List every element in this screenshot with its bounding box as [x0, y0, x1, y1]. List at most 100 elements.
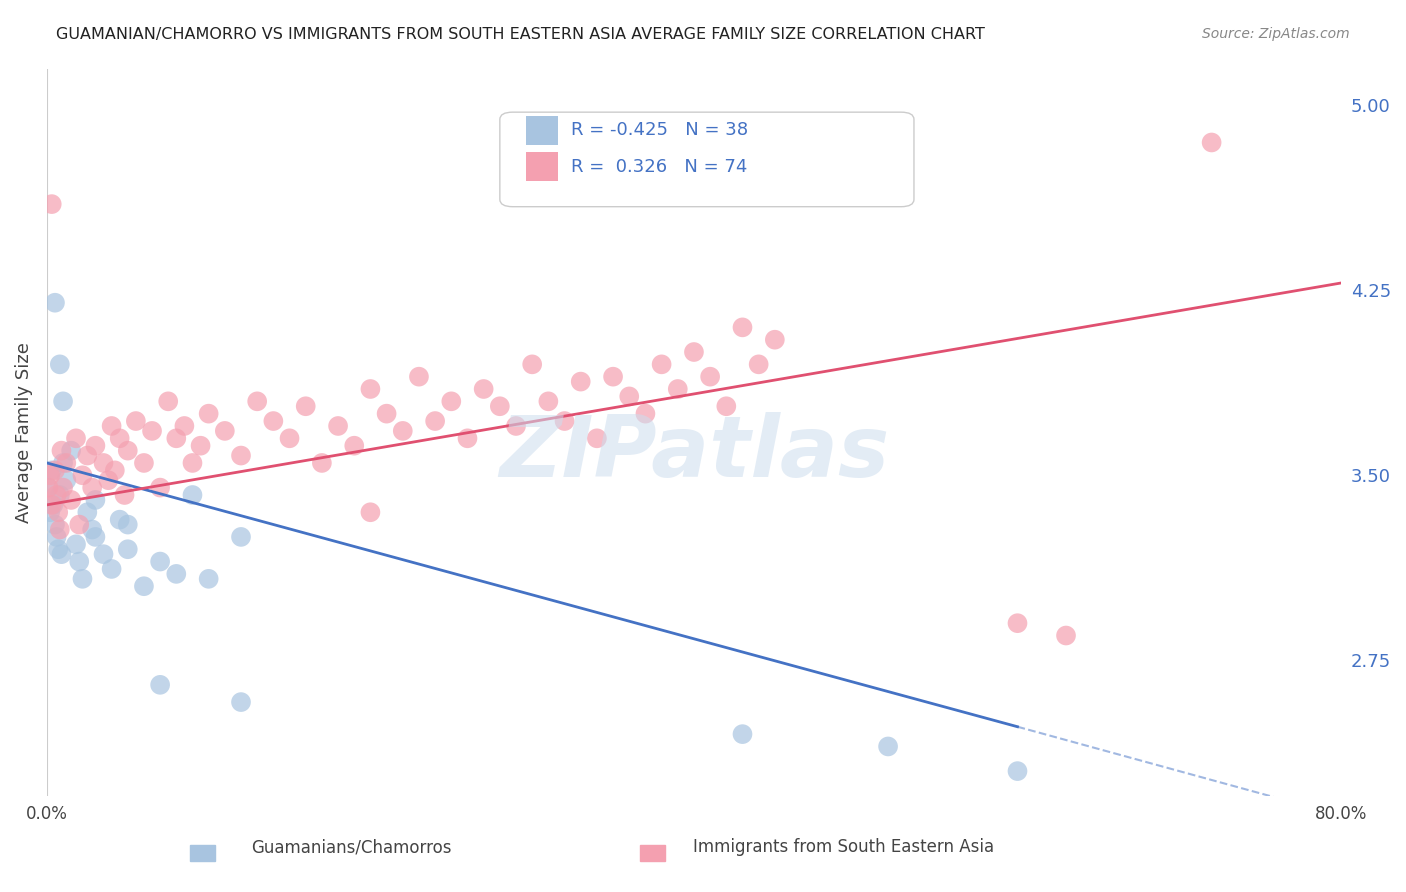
Point	[44, 517, 66, 532]
Point	[132, 456, 155, 470]
Text: Source: ZipAtlas.com: Source: ZipAtlas.com	[1202, 27, 1350, 41]
Point	[82, 481, 104, 495]
Point	[93, 547, 115, 561]
Point	[326, 419, 349, 434]
Point	[311, 456, 333, 470]
Point	[41, 498, 63, 512]
Point	[117, 443, 139, 458]
Point	[149, 481, 172, 495]
Point	[49, 523, 72, 537]
Point	[67, 517, 90, 532]
Point	[197, 407, 219, 421]
Point	[278, 431, 301, 445]
Point	[197, 572, 219, 586]
Point	[229, 695, 252, 709]
Text: ZIPatlas: ZIPatlas	[499, 412, 889, 495]
Point	[67, 555, 90, 569]
Text: GUAMANIAN/CHAMORRO VS IMMIGRANTS FROM SOUTH EASTERN ASIA AVERAGE FAMILY SIZE COR: GUAMANIAN/CHAMORRO VS IMMIGRANTS FROM SO…	[56, 27, 986, 42]
Point	[82, 523, 104, 537]
Point	[731, 727, 754, 741]
Point	[165, 431, 187, 445]
Point	[39, 505, 62, 519]
Point	[60, 443, 83, 458]
Point	[763, 333, 786, 347]
Point	[456, 431, 478, 445]
Point	[1201, 136, 1223, 150]
Text: R =  0.326   N = 74: R = 0.326 N = 74	[571, 158, 748, 176]
Point	[683, 345, 706, 359]
Point	[49, 488, 72, 502]
Point	[55, 456, 77, 470]
Point	[1007, 764, 1029, 778]
Point	[505, 419, 527, 434]
Point	[173, 419, 195, 434]
Point	[108, 513, 131, 527]
Point	[1007, 616, 1029, 631]
Point	[65, 431, 87, 445]
Point	[108, 431, 131, 445]
Point	[375, 407, 398, 421]
Point	[97, 473, 120, 487]
Point	[72, 572, 94, 586]
Point	[748, 357, 770, 371]
Point	[149, 555, 172, 569]
Point	[51, 547, 73, 561]
Point	[343, 439, 366, 453]
Point	[44, 295, 66, 310]
Point	[731, 320, 754, 334]
Text: Immigrants from South Eastern Asia: Immigrants from South Eastern Asia	[693, 838, 994, 856]
Point	[41, 463, 63, 477]
Point	[537, 394, 560, 409]
Point	[44, 463, 66, 477]
Point	[699, 369, 721, 384]
Point	[37, 481, 59, 495]
Point	[716, 399, 738, 413]
Point	[141, 424, 163, 438]
Point	[52, 394, 75, 409]
Text: R = -0.425   N = 38: R = -0.425 N = 38	[571, 121, 748, 139]
Point	[408, 369, 430, 384]
Point	[117, 542, 139, 557]
Point	[132, 579, 155, 593]
Point	[51, 443, 73, 458]
Point	[46, 542, 69, 557]
Point	[619, 389, 641, 403]
Point	[157, 394, 180, 409]
FancyBboxPatch shape	[501, 112, 914, 207]
Point	[65, 537, 87, 551]
Point	[60, 492, 83, 507]
Point	[165, 566, 187, 581]
Point	[262, 414, 284, 428]
Point	[100, 562, 122, 576]
Point	[84, 530, 107, 544]
Point	[359, 382, 381, 396]
Point	[49, 357, 72, 371]
Point	[104, 463, 127, 477]
Point	[294, 399, 316, 413]
Point	[229, 530, 252, 544]
Point	[472, 382, 495, 396]
FancyBboxPatch shape	[526, 153, 558, 181]
Point	[190, 439, 212, 453]
Point	[586, 431, 609, 445]
Point	[877, 739, 900, 754]
Point	[41, 197, 63, 211]
Point	[666, 382, 689, 396]
Point	[52, 456, 75, 470]
Point	[117, 517, 139, 532]
Point	[46, 505, 69, 519]
Point	[76, 449, 98, 463]
Point	[634, 407, 657, 421]
Point	[93, 456, 115, 470]
Point	[391, 424, 413, 438]
Point	[440, 394, 463, 409]
Point	[76, 505, 98, 519]
Point	[554, 414, 576, 428]
Point	[114, 488, 136, 502]
Point	[522, 357, 544, 371]
Point	[489, 399, 512, 413]
Point	[229, 449, 252, 463]
Point	[651, 357, 673, 371]
Point	[52, 481, 75, 495]
Text: Guamanians/Chamorros: Guamanians/Chamorros	[252, 838, 451, 856]
